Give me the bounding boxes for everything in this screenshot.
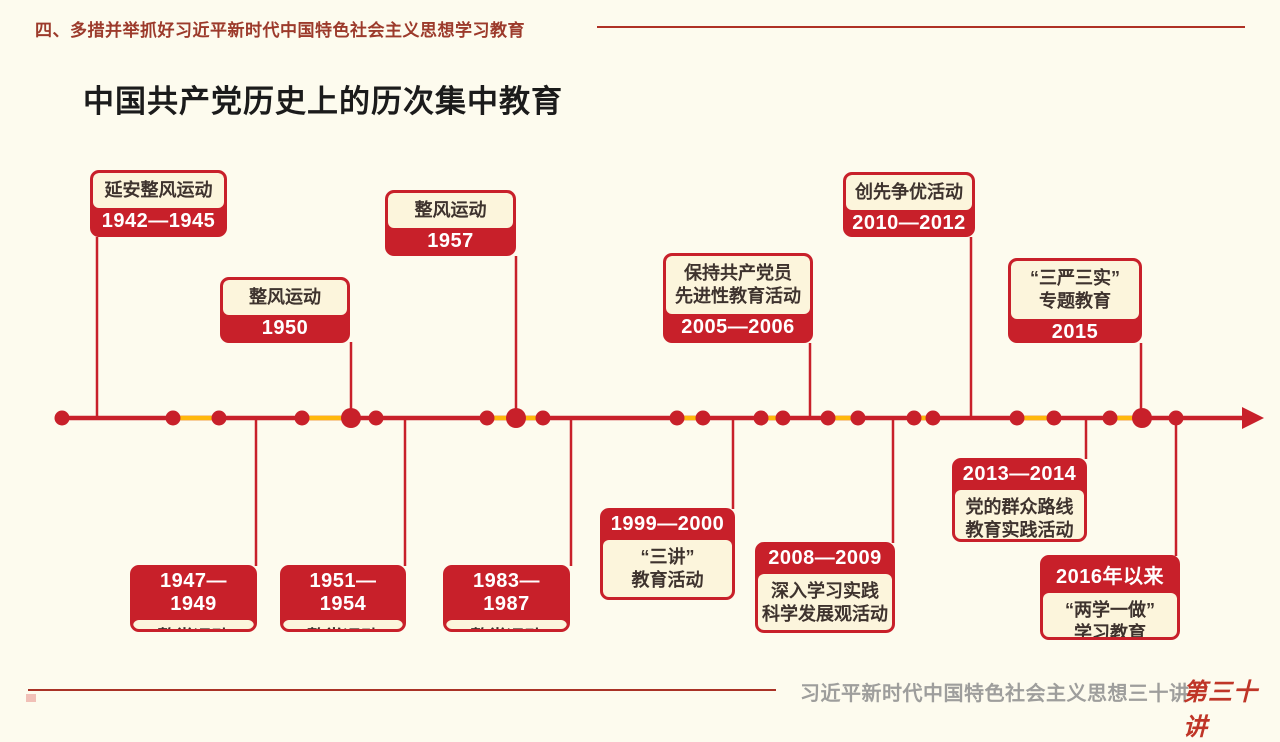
page-title: 中国共产党历史上的历次集中教育 <box>83 84 563 119</box>
event-label: 整党运动 <box>133 620 254 629</box>
arrow-right-icon <box>1242 407 1264 429</box>
event-label: 整党运动 <box>446 620 567 629</box>
event-box-2016: 2016年以来 “两学一做” 学习教育 <box>1040 555 1180 640</box>
event-label: 延安整风运动 <box>93 173 224 209</box>
event-box-1983-1987: 1983—1987 整党运动 <box>443 565 570 632</box>
event-box-2008-2009: 2008—2009 深入学习实践 科学发展观活动 <box>755 542 895 633</box>
event-box-1999-2000: 1999—2000 “三讲” 教育活动 <box>600 508 735 600</box>
event-box-1942-1945: 延安整风运动 1942—1945 <box>90 170 227 237</box>
event-label: 保持共产党员 先进性教育活动 <box>666 256 810 315</box>
event-period: 1947—1949 <box>133 568 254 620</box>
event-label: 整风运动 <box>223 280 347 316</box>
event-box-2005-2006: 保持共产党员 先进性教育活动 2005—2006 <box>663 253 813 343</box>
footer-lecture-badge: 第三十讲 <box>1183 677 1258 741</box>
section-title: 四、多措并举抓好习近平新时代中国特色社会主义思想学习教育 <box>35 21 525 40</box>
timeline-dots <box>54 408 1184 428</box>
footer-rule <box>28 689 776 691</box>
event-label: 整党运动 <box>283 620 403 629</box>
event-period: 1983—1987 <box>446 568 567 620</box>
footer-series-title: 习近平新时代中国特色社会主义思想三十讲 <box>800 683 1190 705</box>
event-box-2013-2014: 2013—2014 党的群众路线 教育实践活动 <box>952 458 1087 542</box>
event-label: 创先争优活动 <box>846 175 972 211</box>
event-label: 深入学习实践 科学发展观活动 <box>758 574 892 630</box>
event-box-1947-1949: 1947—1949 整党运动 <box>130 565 257 632</box>
timeline-connectors-above <box>95 237 1143 418</box>
event-period: 1950 <box>223 315 347 340</box>
timeline-connectors-below <box>254 418 1178 566</box>
event-period: 1951—1954 <box>283 568 403 620</box>
event-label: 党的群众路线 教育实践活动 <box>955 490 1084 539</box>
slide: 四、多措并举抓好习近平新时代中国特色社会主义思想学习教育 中国共产党历史上的历次… <box>26 21 1264 741</box>
event-period: 2005—2006 <box>666 314 810 340</box>
event-box-1950: 整风运动 1950 <box>220 277 350 343</box>
event-label: “两学一做” 学习教育 <box>1043 593 1177 637</box>
event-label: “三严三实” 专题教育 <box>1011 261 1139 320</box>
event-period: 1957 <box>388 228 513 253</box>
corner-mark <box>26 694 36 702</box>
event-label: 整风运动 <box>388 193 513 229</box>
event-label: “三讲” 教育活动 <box>603 540 732 597</box>
header-rule <box>597 26 1245 28</box>
event-box-2010-2012: 创先争优活动 2010—2012 <box>843 172 975 237</box>
event-box-1951-1954: 1951—1954 整党运动 <box>280 565 406 632</box>
event-period: 1942—1945 <box>93 208 224 234</box>
event-period: 2010—2012 <box>846 210 972 234</box>
event-period: 2008—2009 <box>758 545 892 574</box>
timeline-graphic <box>54 237 1264 566</box>
event-period: 2013—2014 <box>955 461 1084 490</box>
event-period: 1999—2000 <box>603 511 732 540</box>
event-period: 2016年以来 <box>1043 558 1177 593</box>
event-period: 2015 <box>1011 319 1139 340</box>
event-box-1957: 整风运动 1957 <box>385 190 516 256</box>
event-box-2015: “三严三实” 专题教育 2015 <box>1008 258 1142 343</box>
